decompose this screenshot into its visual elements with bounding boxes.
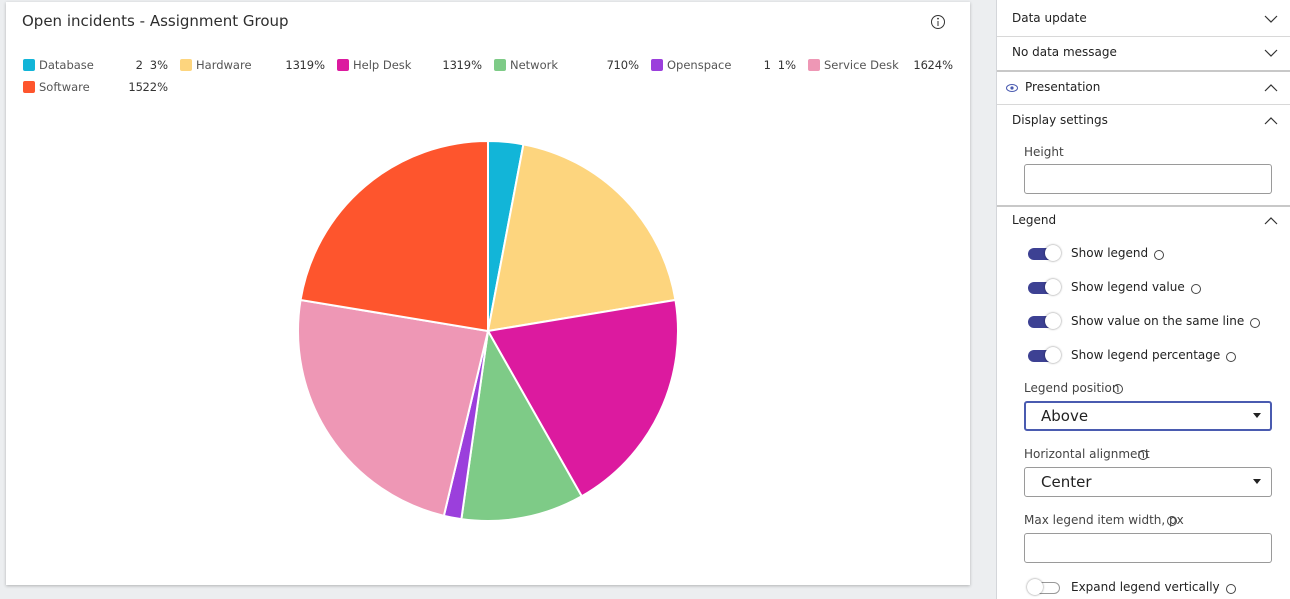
legend-swatch bbox=[23, 59, 35, 71]
legend-position-select[interactable]: Above bbox=[1024, 401, 1272, 431]
legend-percent: 19% bbox=[456, 58, 482, 72]
legend-value: 2 bbox=[135, 58, 143, 72]
legend-label: Help Desk bbox=[353, 58, 412, 72]
separator bbox=[997, 70, 1290, 72]
info-icon[interactable] bbox=[930, 14, 946, 30]
legend-value: 1 bbox=[763, 58, 771, 72]
pie-slice bbox=[460, 327, 584, 522]
toggle[interactable] bbox=[1028, 313, 1061, 329]
separator bbox=[997, 205, 1290, 207]
legend: Database 2 3% Hardware 13 19% Help Desk 13 19% Ne… bbox=[23, 57, 973, 101]
toggle-knob bbox=[1027, 579, 1043, 595]
legend-value: 16 bbox=[913, 58, 928, 72]
toggle-knob bbox=[1045, 313, 1061, 329]
legend-swatch bbox=[808, 59, 820, 71]
toggle-label: Show legend bbox=[1071, 246, 1149, 260]
legend-label: Hardware bbox=[196, 58, 252, 72]
pie-slice bbox=[486, 298, 679, 498]
legend-label: Database bbox=[39, 58, 94, 72]
toggle[interactable] bbox=[1027, 579, 1060, 595]
section-header[interactable]: No data message bbox=[1012, 45, 1117, 59]
legend-value: 13 bbox=[285, 58, 300, 72]
info-icon bbox=[1225, 584, 1236, 594]
pie-slice bbox=[486, 143, 677, 333]
chart-title: Open incidents - Assignment Group bbox=[22, 12, 289, 30]
info-circle bbox=[1154, 250, 1165, 260]
info-circle bbox=[1226, 352, 1237, 362]
legend-percent: 24% bbox=[927, 58, 953, 72]
separator bbox=[997, 36, 1290, 37]
info-circle bbox=[1225, 584, 1236, 594]
info-icon bbox=[1190, 284, 1201, 294]
height-input[interactable] bbox=[1024, 164, 1272, 194]
legend-item: Network 7 10% bbox=[494, 57, 651, 79]
toggle-label: Show value on the same line bbox=[1071, 314, 1245, 328]
legend-swatch bbox=[494, 59, 506, 71]
legend-label: Software bbox=[39, 80, 90, 94]
toggle-knob bbox=[1045, 279, 1061, 295]
separator bbox=[997, 104, 1290, 105]
legend-label: Network bbox=[510, 58, 559, 72]
section-header[interactable]: Presentation bbox=[1025, 80, 1101, 94]
legend-item: Help Desk 13 19% bbox=[337, 57, 494, 79]
legend-percent: 10% bbox=[613, 58, 639, 72]
legend-value: 15 bbox=[128, 80, 143, 94]
pie-slice bbox=[297, 298, 490, 518]
info-circle bbox=[1250, 318, 1261, 328]
toggle[interactable] bbox=[1028, 245, 1061, 261]
legend-label: Service Desk bbox=[824, 58, 899, 72]
section-header[interactable]: Legend bbox=[1012, 213, 1057, 227]
legend-item: Service Desk 16 24% bbox=[808, 57, 965, 79]
legend-label: Openspace bbox=[667, 58, 732, 72]
legend-swatch bbox=[180, 59, 192, 71]
info-icon bbox=[1250, 318, 1261, 328]
toggle-label: Show legend percentage bbox=[1071, 348, 1221, 362]
settings-panel: Data update No data message Presentation… bbox=[996, 0, 1290, 599]
legend-value: 7 bbox=[606, 58, 614, 72]
info-icon bbox=[1226, 352, 1237, 362]
field-label: Legend position bbox=[1024, 381, 1120, 395]
pie-slice bbox=[299, 139, 489, 333]
legend-percent: 3% bbox=[149, 58, 168, 72]
toggle-label: Expand legend vertically bbox=[1071, 580, 1220, 594]
legend-item: Hardware 13 19% bbox=[180, 57, 337, 79]
panel-icons bbox=[1113, 15, 1278, 526]
legend-item: Software 15 22% bbox=[23, 79, 180, 101]
chart-card: Open incidents - Assignment Group Databa… bbox=[6, 2, 970, 585]
legend-item: Database 2 3% bbox=[23, 57, 180, 79]
max-width-input[interactable] bbox=[1024, 533, 1272, 563]
field-label: Max legend item width, px bbox=[1024, 513, 1184, 527]
legend-percent: 22% bbox=[142, 80, 168, 94]
info-circle bbox=[1190, 284, 1201, 294]
legend-value: 13 bbox=[442, 58, 457, 72]
section-header[interactable]: Data update bbox=[1012, 11, 1087, 25]
toggle-knob bbox=[1045, 245, 1061, 261]
toggle[interactable] bbox=[1028, 347, 1061, 363]
toggle-label: Show legend value bbox=[1071, 280, 1185, 294]
alignment-select[interactable]: Center bbox=[1024, 467, 1272, 497]
info-icon bbox=[1154, 250, 1165, 260]
eye-icon bbox=[1006, 84, 1018, 92]
legend-item: Openspace 1 1% bbox=[651, 57, 808, 79]
legend-swatch bbox=[651, 59, 663, 71]
toggle-knob bbox=[1045, 347, 1061, 363]
legend-percent: 19% bbox=[299, 58, 325, 72]
toggle[interactable] bbox=[1028, 279, 1061, 295]
field-label: Horizontal alignment bbox=[1024, 447, 1150, 461]
field-label: Height bbox=[1024, 145, 1064, 159]
section-header[interactable]: Display settings bbox=[1012, 113, 1108, 127]
legend-percent: 1% bbox=[777, 58, 796, 72]
pie bbox=[297, 139, 679, 522]
legend-swatch bbox=[337, 59, 349, 71]
legend-swatch bbox=[23, 81, 35, 93]
